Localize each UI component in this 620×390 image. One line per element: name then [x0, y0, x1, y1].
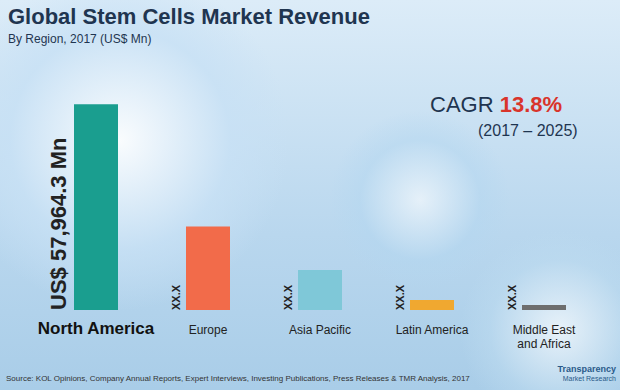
svg-text:XX.X: XX.X	[282, 284, 294, 310]
html-text:By Region, 2017 (US$ Mn): By Region, 2017 (US$ Mn)	[8, 32, 152, 46]
html-text:Market Research: Market Research	[562, 375, 616, 382]
svg-text:XX.X: XX.X	[170, 284, 182, 310]
svg-text:Middle East: Middle East	[513, 323, 576, 337]
svg-text:Europe: Europe	[189, 323, 228, 337]
svg-text:Latin America: Latin America	[396, 323, 469, 337]
svg-text:North America: North America	[38, 319, 155, 338]
svg-text:Asia Pacific: Asia Pacific	[289, 323, 351, 337]
html-text:Source: KOL Opinions, Company: Source: KOL Opinions, Company Annual Rep…	[6, 374, 470, 383]
html-text:(2017 – 2025): (2017 – 2025)	[478, 122, 578, 139]
svg-text:US$ 57,964.3 Mn: US$ 57,964.3 Mn	[46, 138, 71, 310]
svg-text:XX.X: XX.X	[506, 284, 518, 310]
html-text:CAGR 13.8%: CAGR 13.8%	[430, 92, 563, 117]
svg-text:XX.X: XX.X	[394, 284, 406, 310]
html-text:Transparency: Transparency	[557, 364, 616, 374]
html-text:Global Stem Cells Market Reven: Global Stem Cells Market Revenue	[8, 4, 370, 29]
svg-text:and Africa: and Africa	[517, 337, 571, 351]
